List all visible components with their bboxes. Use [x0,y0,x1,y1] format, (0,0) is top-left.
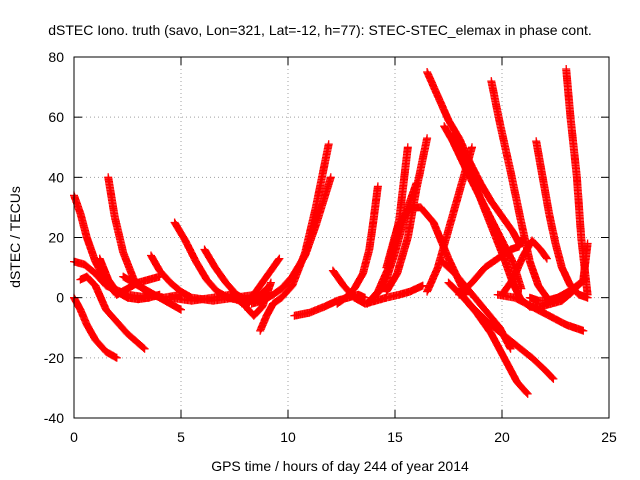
data-series [241,254,284,311]
y-tick-label: 0 [56,290,64,306]
data-series [423,68,524,248]
grid-lines [74,57,609,418]
y-axis-label: dSTEC / TECUs [7,186,23,288]
x-tick-label: 15 [387,429,403,445]
x-axis-label: GPS time / hours of day 244 of year 2014 [211,458,469,474]
x-tick-label: 10 [280,429,296,445]
y-tick-label: 80 [48,49,64,65]
x-tick-label: 0 [70,429,78,445]
data-point-markers [525,275,590,305]
data-series [487,77,562,305]
x-tick-label: 5 [177,429,185,445]
data-point-markers [247,173,335,308]
y-tick-label: -40 [44,410,64,426]
y-tick-label: -20 [44,350,64,366]
data-series [455,287,558,383]
x-tick-label: 20 [494,429,510,445]
data-series [247,173,335,308]
data-series [70,293,121,362]
y-tick-label: 20 [48,230,64,246]
data-point-markers [70,293,121,362]
data-series [525,275,590,305]
data-point-markers [119,272,185,314]
data-point-markers [241,254,284,311]
data-series [76,272,149,353]
data-point-markers [333,182,382,308]
data-series [119,272,185,314]
data-point-markers [423,68,524,248]
data-point-markers [455,287,558,383]
x-tick-label: 25 [601,429,617,445]
y-tick-label: 60 [48,109,64,125]
data-point-markers [76,272,149,353]
chart-title: dSTEC Iono. truth (savo, Lon=321, Lat=-1… [48,22,592,38]
y-tick-label: 40 [48,169,64,185]
data-series [493,290,588,335]
data-series [333,182,382,308]
data-point-markers [493,290,588,335]
data-point-markers [487,77,562,305]
axis-ticks: 0 5 10 15 20 25 -40 -20 0 20 40 60 80 [44,49,617,445]
data-points [70,65,592,398]
